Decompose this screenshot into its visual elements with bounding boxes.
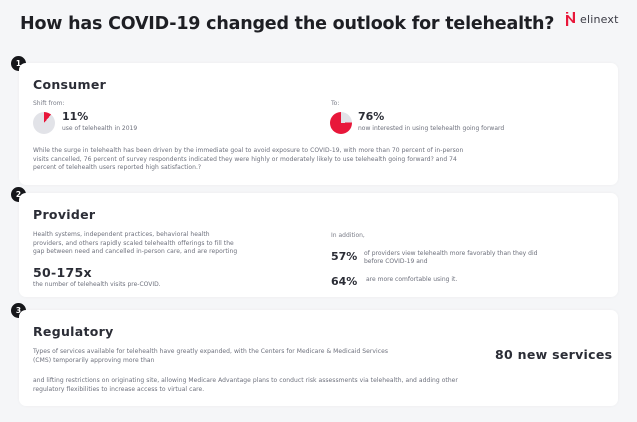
body-line: providers, and others rapidly scaled tel… [33, 239, 234, 247]
provider-card: Provider Health systems, independent pra… [19, 193, 618, 297]
visits-multiplier-description: the number of telehealth visits pre-COVI… [33, 281, 161, 288]
from-description: use of telehealth in 2019 [62, 125, 138, 132]
to-value: 76% [358, 110, 385, 123]
page-title: How has COVID-19 changed the outlook for… [20, 14, 555, 34]
body-line: Health systems, independent practices, b… [33, 231, 210, 238]
visits-multiplier-value: 50-175x [33, 265, 92, 280]
body-line: gap between need and cancelled in-person… [33, 248, 238, 256]
stat-64-description: are more comfortable using it. [366, 276, 458, 283]
desc-line: before COVID-19 and [364, 258, 428, 265]
to-label: To: [331, 100, 340, 107]
body-line: Types of services available for teleheal… [33, 348, 389, 355]
from-value: 11% [62, 110, 89, 123]
body-line: (CMS) temporarily approving more than [33, 356, 155, 364]
consumer-body-text: While the surge in telehealth has been d… [33, 147, 613, 173]
regulatory-card: Regulatory Types of services available f… [19, 310, 618, 406]
pie-chart-11-percent [33, 112, 55, 134]
regulatory-title: Regulatory [33, 324, 114, 339]
stat-64-value: 64% [331, 275, 358, 288]
brand-logo: elinext [566, 12, 619, 26]
provider-title: Provider [33, 207, 96, 222]
in-addition-label: In addition, [331, 232, 365, 239]
body-line: visits cancelled, 76 percent of survey r… [33, 155, 457, 163]
shift-from-label: Shift from: [33, 100, 65, 107]
elinext-n-logo-icon [566, 12, 575, 26]
consumer-title: Consumer [33, 77, 107, 92]
desc-line: of providers view telehealth more favora… [364, 250, 538, 257]
consumer-card: Consumer Shift from: 11% use of teleheal… [19, 63, 618, 185]
new-services-value: 80 new services [495, 347, 613, 362]
body-line: percent of telehealth users reported hig… [33, 164, 202, 172]
body-line: While the surge in telehealth has been d… [33, 147, 464, 154]
stat-57-description: of providers view telehealth more favora… [364, 250, 537, 266]
provider-body-text: Health systems, independent practices, b… [33, 231, 333, 257]
to-description: now interested in using telehealth going… [358, 125, 505, 132]
regulatory-outro-text: and lifting restrictions on originating … [33, 377, 613, 394]
body-line: and lifting restrictions on originating … [33, 377, 458, 384]
stat-57-value: 57% [331, 250, 358, 263]
pie-chart-76-percent [330, 112, 352, 134]
body-line: regulatory flexibilities to increase acc… [33, 385, 205, 393]
logo-text: elinext [580, 12, 619, 26]
regulatory-intro-text: Types of services available for teleheal… [33, 348, 503, 365]
